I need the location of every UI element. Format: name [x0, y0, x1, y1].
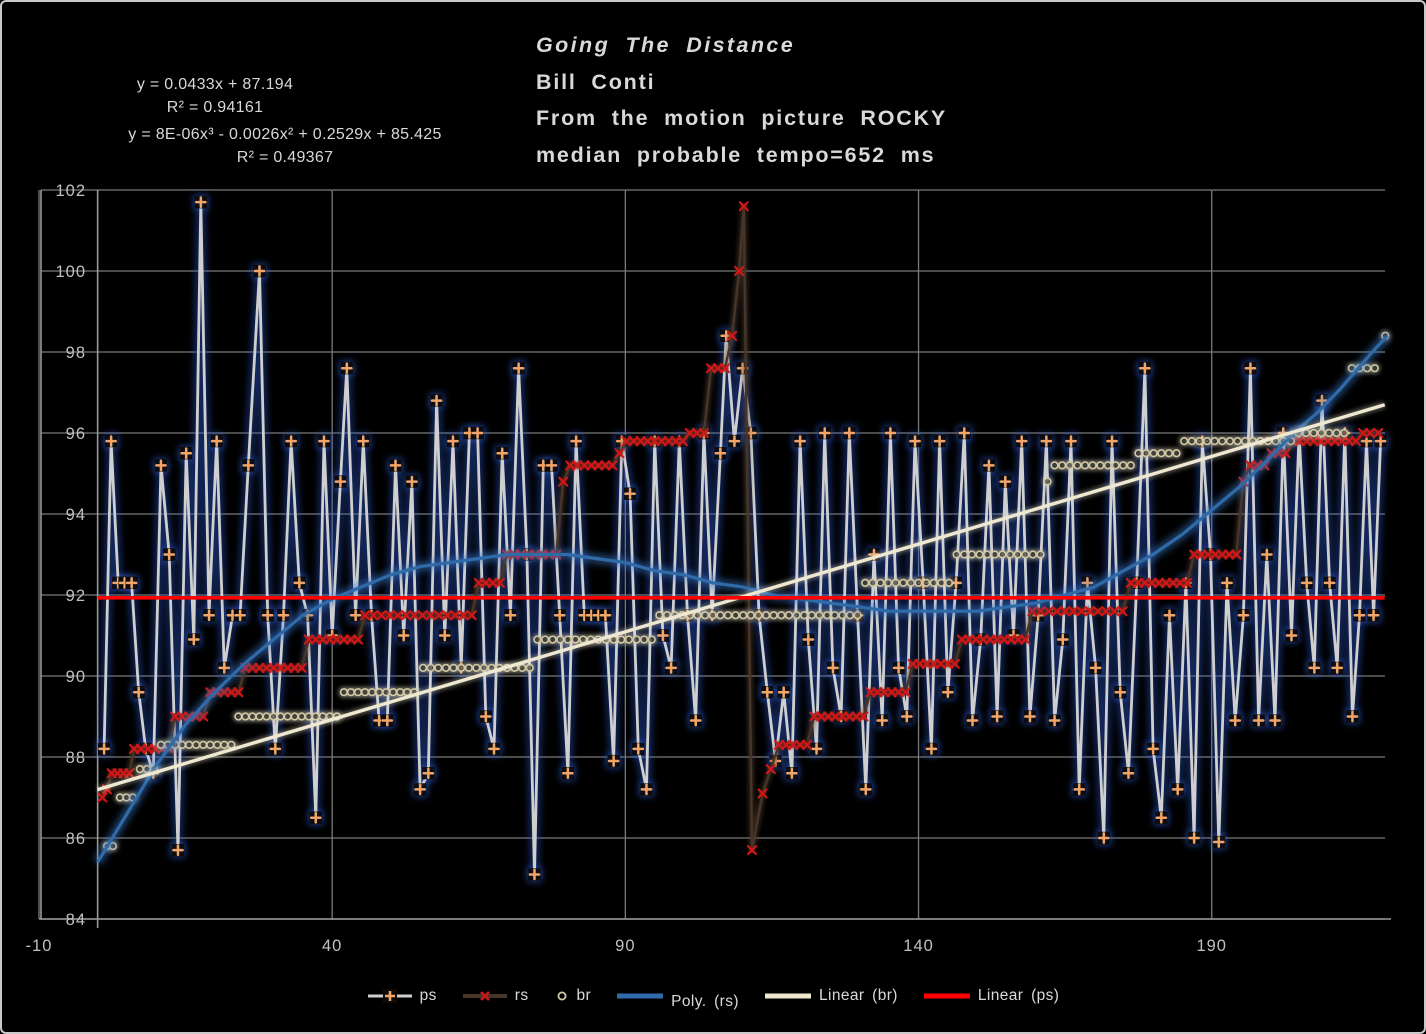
chart-title-line1: Going The Distance [536, 33, 796, 57]
y-tick-label: 98 [66, 344, 86, 362]
axes [39, 190, 1391, 928]
y-tick-label: 102 [55, 182, 86, 200]
chart-title-line3: From the motion picture ROCKY [536, 106, 948, 130]
x-tick-label: 190 [1196, 937, 1227, 955]
y-tick-label: 90 [66, 668, 86, 686]
legend-label-rs: rs [514, 986, 529, 1004]
series-rs[interactable] [97, 201, 1384, 856]
legend-item-linear-ps[interactable]: Linear (ps) [923, 987, 1060, 1005]
equation-poly-rs-formula: y = 8E-06x³ - 0.0026x² + 0.2529x + 85.42… [128, 126, 442, 143]
equation-poly-rs-r2: R² = 0.49367 [236, 148, 334, 166]
poly-rs-line-icon [617, 993, 664, 998]
equation-linear-br-formula: y = 0.0433x + 87.194 [136, 76, 294, 93]
equation-linear-br-r2: R² = 0.94161 [166, 98, 264, 116]
legend-item-linear-br[interactable]: Linear (br) [764, 987, 898, 1005]
linear-ps-line-icon [923, 993, 970, 998]
y-tick-label: 100 [55, 263, 86, 281]
legend-item-ps[interactable]: ps [367, 987, 437, 1005]
y-tick-label: 84 [66, 911, 86, 929]
y-tick-label: 94 [66, 506, 86, 524]
x-tick-label: -10 [26, 937, 53, 955]
legend: ps rs br Poly. (rs) Linear (br) [0, 980, 1426, 1011]
chart-title-line4: median probable tempo=652 ms [536, 142, 936, 167]
legend-label-linear-br: Linear (br) [818, 986, 898, 1004]
legend-label-br: br [576, 986, 592, 1004]
y-tick-label: 96 [66, 425, 86, 443]
linear-br-line-icon [764, 993, 811, 998]
y-tick-label: 92 [66, 587, 86, 605]
x-tick-label: 90 [615, 937, 635, 955]
legend-item-poly-rs[interactable]: Poly. (rs) [616, 980, 739, 1011]
ps-series-icon [367, 988, 412, 1003]
legend-item-rs[interactable]: rs [462, 987, 529, 1005]
x-tick-label: 40 [322, 937, 342, 955]
rs-series-icon [462, 990, 507, 1001]
br-series-icon [557, 991, 567, 1000]
y-tick-label: 86 [66, 830, 86, 848]
legend-label-ps: ps [419, 986, 437, 1004]
equation-linear-br: y = 0.0433x + 87.194 R² = 0.94161 [85, 74, 345, 119]
x-tick-label: 140 [903, 937, 934, 955]
y-tick-labels: 84 86 88 90 92 94 96 98 100 102 [55, 182, 86, 929]
legend-label-linear-ps: Linear (ps) [977, 986, 1060, 1004]
legend-item-br[interactable]: br [554, 987, 592, 1005]
chart-title-block: Going The Distance Bill Conti From the m… [536, 27, 947, 173]
equation-poly-rs: y = 8E-06x³ - 0.0026x² + 0.2529x + 85.42… [105, 124, 465, 169]
chart-title-line2: Bill Conti [536, 69, 656, 94]
x-tick-labels: -10 40 90 140 190 [26, 937, 1227, 955]
y-tick-label: 88 [66, 749, 86, 767]
legend-label-poly-rs: Poly. (rs) [671, 993, 739, 1010]
